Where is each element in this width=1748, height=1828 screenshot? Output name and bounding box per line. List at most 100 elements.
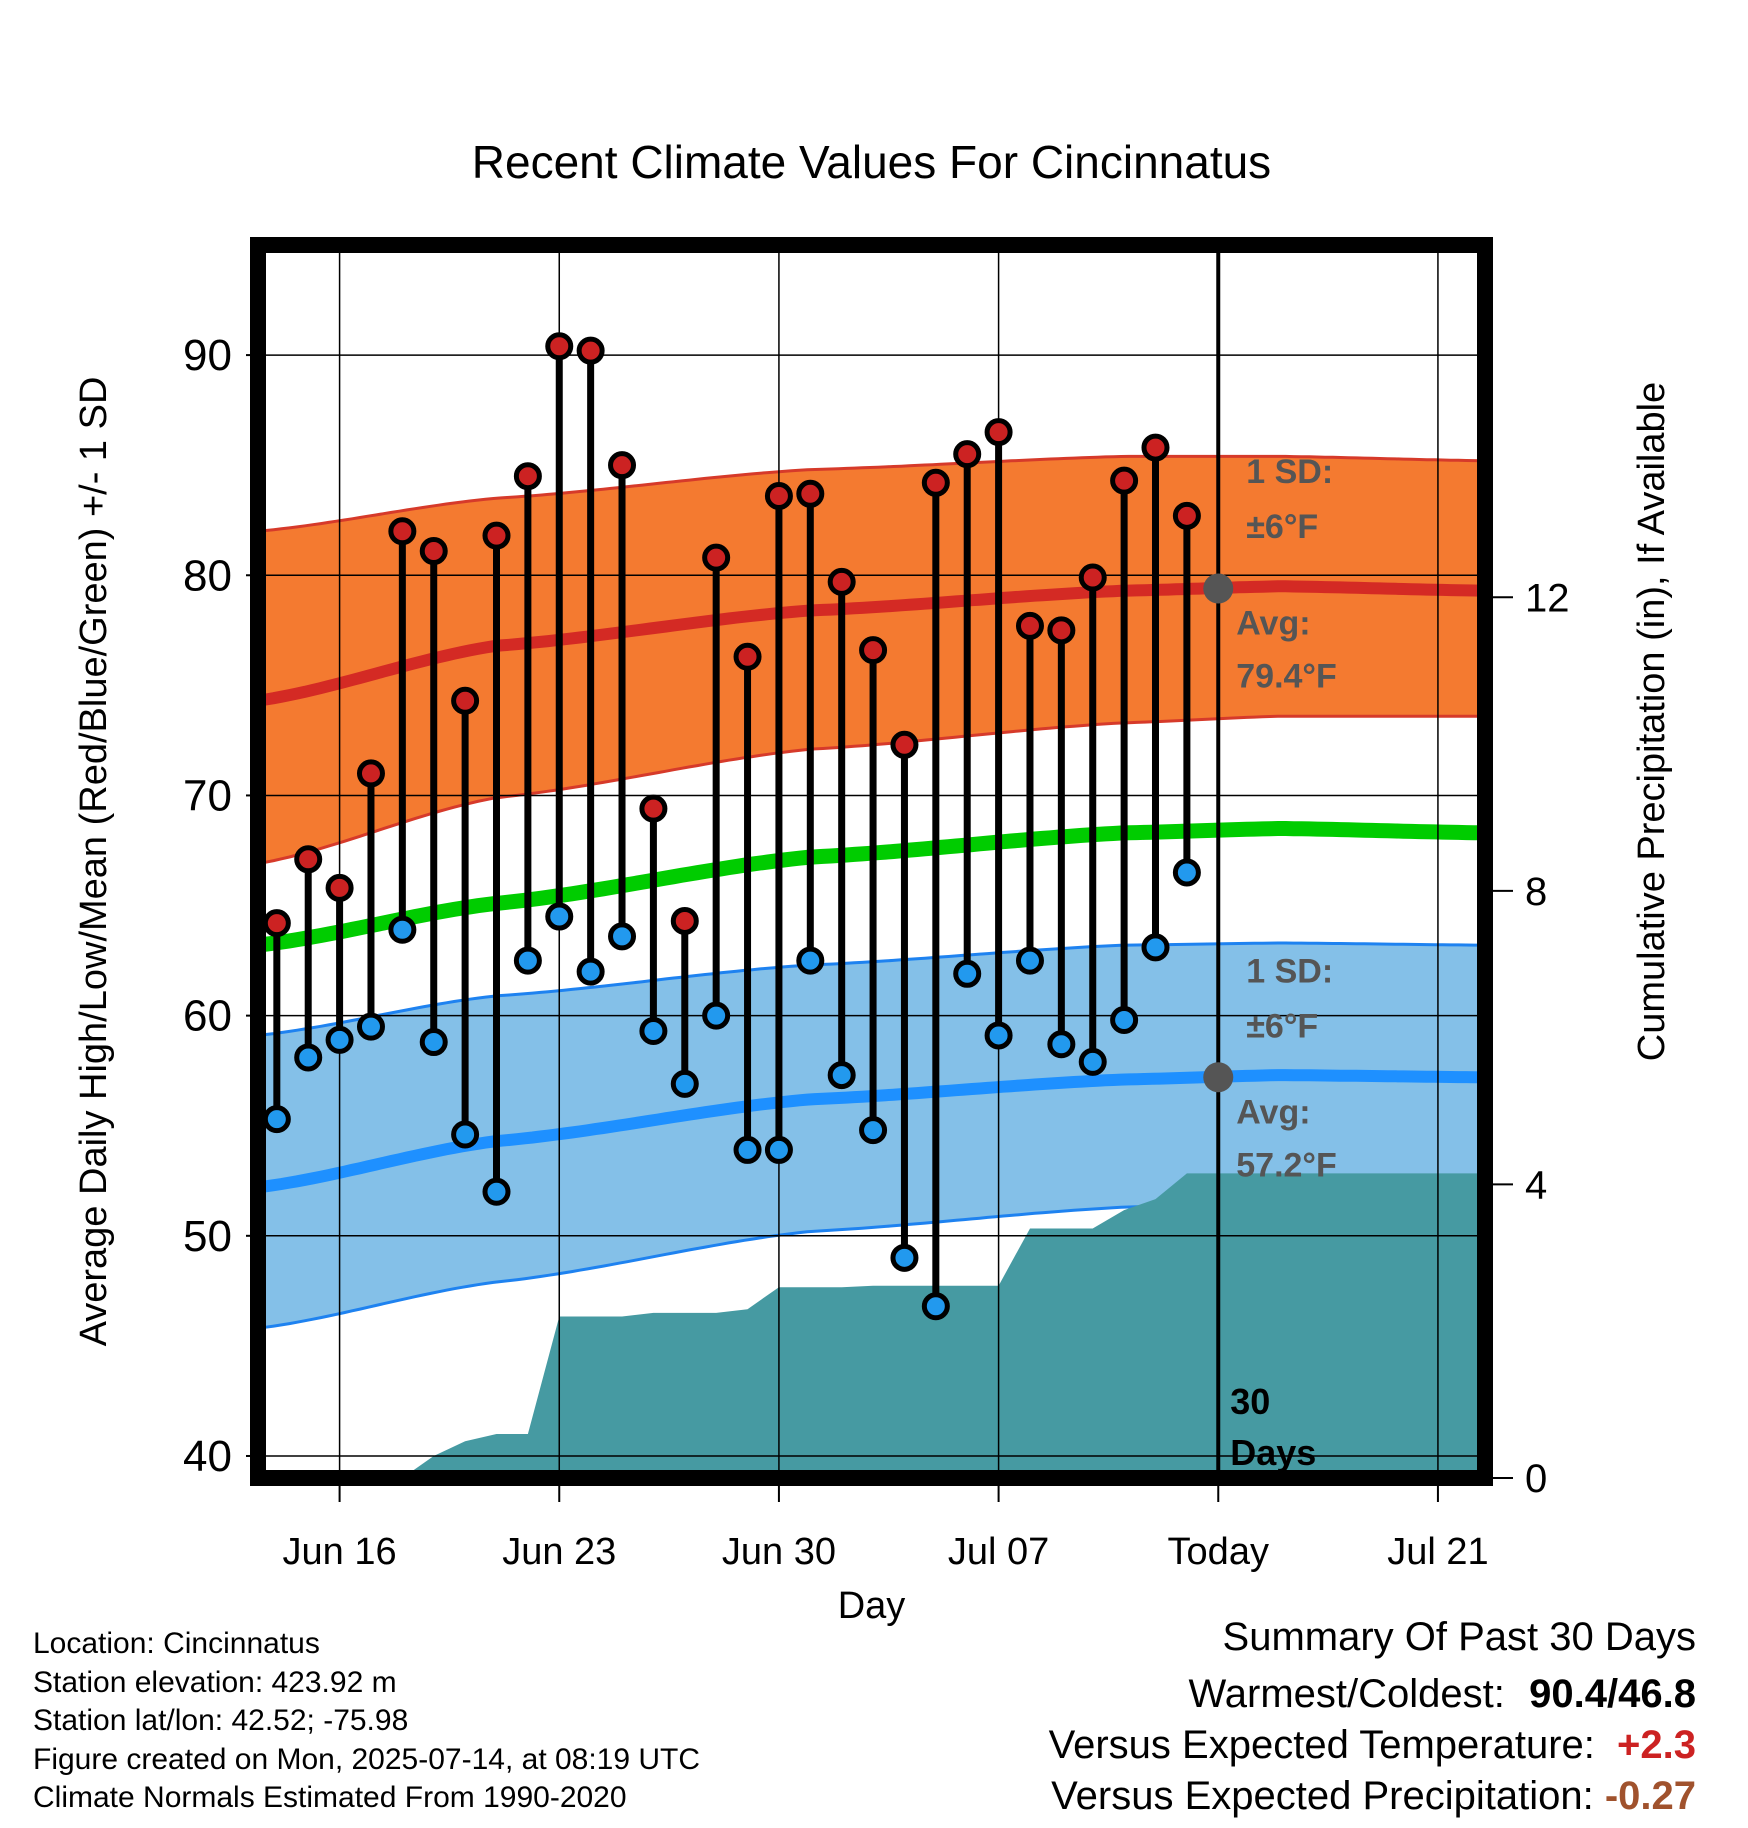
- daily-low-point: [1015, 946, 1044, 975]
- y2-tick-label: 8: [1525, 870, 1547, 914]
- daily-high-point: [1015, 611, 1044, 640]
- daily-high-point: [702, 543, 731, 572]
- daily-high-point: [294, 845, 323, 874]
- summary-panel: Summary Of Past 30 Days Warmest/Coldest:…: [1049, 1615, 1696, 1825]
- station-info: Location: Cincinnatus Station elevation:…: [33, 1625, 700, 1818]
- high-avg-label-line1: Avg:: [1236, 605, 1310, 643]
- warm-cold-value: 90.4/46.8: [1516, 1672, 1696, 1717]
- daily-low-point: [639, 1017, 668, 1046]
- chart-title: Recent Climate Values For Cincinnatus: [472, 136, 1271, 188]
- warm-cold-separator: /: [1607, 1672, 1619, 1716]
- x-tick-label: Jun 30: [722, 1531, 836, 1573]
- location-text: Location: Cincinnatus: [33, 1627, 320, 1660]
- daily-low-point: [1110, 1006, 1139, 1035]
- daily-high-point: [921, 468, 950, 497]
- today-marker-label-line2: Days: [1230, 1432, 1316, 1473]
- daily-low-point: [1141, 933, 1170, 962]
- daily-high-point: [1078, 563, 1107, 592]
- normals-text: Climate Normals Estimated From 1990-2020: [33, 1781, 627, 1814]
- normal-high-line: [257, 580, 1482, 707]
- today-marker-label-line1: 30: [1230, 1381, 1270, 1422]
- low-avg-marker: [1203, 1062, 1234, 1093]
- daily-low-point: [1078, 1047, 1107, 1076]
- precip-anomaly-value: -0.27: [1604, 1774, 1696, 1818]
- summary-title: Summary Of Past 30 Days: [1222, 1615, 1696, 1659]
- daily-low-point: [796, 946, 825, 975]
- daily-low-point: [702, 1001, 731, 1030]
- created-text: Figure created on Mon, 2025-07-14, at 08…: [33, 1742, 701, 1776]
- x-tick-label: Today: [1168, 1531, 1269, 1573]
- high-avg-label-line2: 79.4°F: [1236, 658, 1337, 696]
- daily-high-point: [796, 479, 825, 508]
- y-tick-label: 40: [183, 1432, 232, 1481]
- plot-layer: 1 SD: ±6°F Avg: 79.4°F 1 SD: ±6°F Avg: 57.2°F 30…: [246, 237, 1513, 1502]
- daily-low-point: [890, 1243, 919, 1272]
- daily-low-point: [325, 1025, 354, 1054]
- daily-high-point: [953, 440, 982, 469]
- daily-high-point: [545, 332, 574, 361]
- high-sd-band-upper-edge: [257, 454, 1482, 533]
- daily-low-point: [764, 1135, 793, 1164]
- daily-low-point: [513, 946, 542, 975]
- x-tick-label: Jun 16: [283, 1531, 397, 1573]
- temp-anomaly-row: Versus Expected Temperature: +2.3: [1049, 1723, 1696, 1768]
- daily-high-point: [984, 418, 1013, 447]
- y2-tick-label: 4: [1525, 1163, 1547, 1207]
- y-tick-label: 60: [183, 992, 232, 1041]
- temp-anomaly-value: +2.3: [1617, 1723, 1696, 1767]
- daily-low-point: [827, 1061, 856, 1090]
- daily-low-point: [859, 1116, 888, 1145]
- low-avg-label-line1: Avg:: [1236, 1094, 1310, 1132]
- precip-anomaly-label: Versus Expected Precipitation:: [1051, 1774, 1594, 1818]
- plot-frame: [250, 237, 1493, 1486]
- daily-low-point: [388, 915, 417, 944]
- daily-low-point: [984, 1021, 1013, 1050]
- y2-tick-label: 12: [1525, 576, 1570, 620]
- precip-area: [402, 1173, 1485, 1478]
- daily-low-point: [921, 1292, 950, 1321]
- coldest-value: 46.8: [1618, 1672, 1696, 1716]
- warm-cold-label: Warmest/Coldest:: [1188, 1672, 1505, 1716]
- daily-high-point: [451, 686, 480, 715]
- daily-low-point: [451, 1120, 480, 1149]
- daily-low-point: [294, 1043, 323, 1072]
- daily-high-point: [764, 482, 793, 511]
- x-axis-label: Day: [838, 1585, 906, 1627]
- warmest-coldest-row: Warmest/Coldest: 90.4/46.8: [1049, 1672, 1697, 1717]
- daily-high-point: [356, 759, 385, 788]
- y-tick-label: 90: [183, 331, 232, 380]
- high-sd-label-line2: ±6°F: [1246, 508, 1318, 546]
- daily-high-point: [482, 521, 511, 550]
- daily-high-point: [827, 567, 856, 596]
- daily-high-point: [1172, 501, 1201, 530]
- y-tick-label: 70: [183, 771, 232, 820]
- daily-high-point: [670, 906, 699, 935]
- daily-high-point: [1141, 433, 1170, 462]
- daily-high-point: [608, 451, 637, 480]
- daily-high-point: [890, 730, 919, 759]
- precip-anomaly-row: Versus Expected Precipitation: -0.27: [1049, 1774, 1696, 1819]
- daily-low-point: [953, 959, 982, 988]
- daily-low-point: [670, 1069, 699, 1098]
- daily-low-point: [608, 922, 637, 951]
- daily-high-point: [1110, 466, 1139, 495]
- daily-low-point: [262, 1105, 291, 1134]
- daily-low-point: [733, 1135, 762, 1164]
- y-tick-label: 80: [183, 551, 232, 600]
- warmest-value: 90.4: [1529, 1672, 1608, 1716]
- daily-high-point: [1047, 616, 1076, 645]
- y2-tick-label: 0: [1525, 1457, 1547, 1501]
- x-tick-label: Jul 07: [948, 1531, 1049, 1573]
- daily-low-point: [419, 1028, 448, 1057]
- daily-high-point: [733, 642, 762, 671]
- daily-high-point: [419, 537, 448, 566]
- y-axis-label: Average Daily High/Low/Mean (Red/Blue/Gr…: [73, 377, 115, 1347]
- daily-high-point: [388, 517, 417, 546]
- low-sd-label-line1: 1 SD:: [1246, 953, 1333, 991]
- daily-low-point: [1172, 858, 1201, 887]
- low-sd-label-line2: ±6°F: [1246, 1008, 1318, 1046]
- high-sd-label-line1: 1 SD:: [1246, 453, 1333, 491]
- y-tick-label: 50: [183, 1212, 232, 1261]
- elevation-text: Station elevation: 423.92 m: [33, 1665, 397, 1699]
